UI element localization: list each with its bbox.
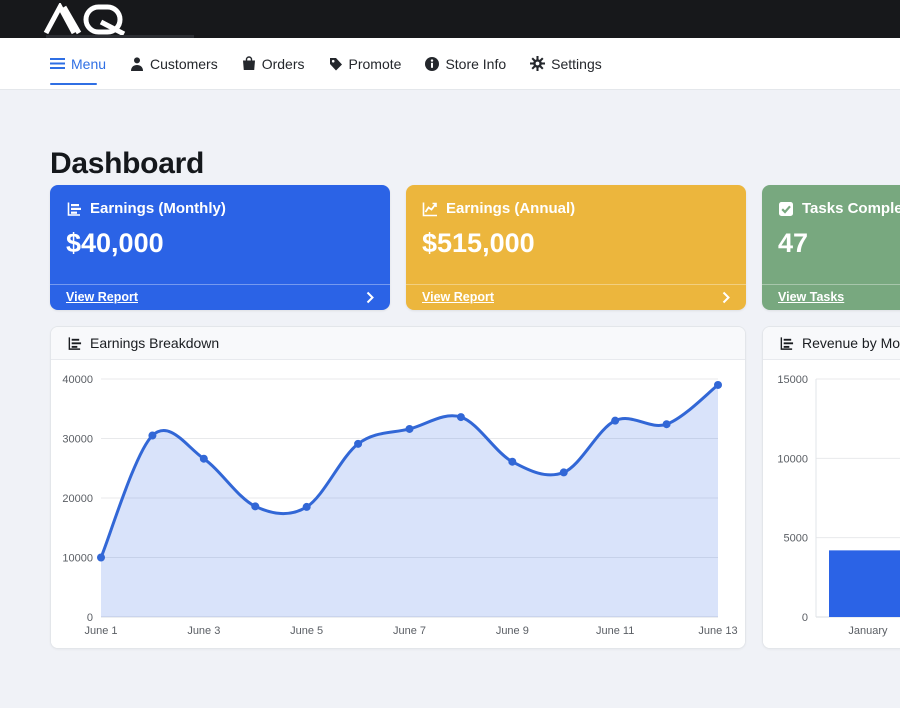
chevron-right-icon[interactable] xyxy=(722,291,730,304)
revenue-by-month-card: Revenue by Month 0 5000 10000 15000 January xyxy=(762,326,900,649)
svg-text:40000: 40000 xyxy=(62,374,93,386)
chart-title: Revenue by Month xyxy=(802,335,900,351)
stat-card-value: $40,000 xyxy=(66,228,164,258)
stat-card-earnings-annual: Earnings (Annual) $515,000 View Report xyxy=(406,185,746,310)
svg-text:5000: 5000 xyxy=(784,533,808,545)
brand-logo-icon[interactable] xyxy=(40,1,140,37)
nav-item-label: Customers xyxy=(150,55,218,72)
svg-text:0: 0 xyxy=(87,612,93,624)
nav-item-label: Orders xyxy=(261,55,305,72)
nav-item-label: Menu xyxy=(71,55,107,72)
stat-card-title: Tasks Completed xyxy=(802,200,900,217)
top-app-bar xyxy=(0,0,900,38)
view-report-link[interactable]: View Report xyxy=(422,290,495,304)
shopping-bag-icon xyxy=(242,56,256,71)
svg-text:June 7: June 7 xyxy=(393,625,426,637)
earnings-breakdown-card: Earnings Breakdown 0 10000 20000 30000 40000… xyxy=(50,326,746,649)
stat-card-value: $515,000 xyxy=(422,228,535,258)
brand-underline xyxy=(46,35,194,38)
svg-text:June 13: June 13 xyxy=(698,625,737,637)
stat-card-footer: View Report xyxy=(406,284,746,310)
nav-item-label: Promote xyxy=(348,55,402,72)
hamburger-icon xyxy=(50,57,65,70)
stat-card-row: Earnings (Monthly) $40,000 View Report E… xyxy=(50,185,900,310)
revenue-bar-chart: 0 5000 10000 15000 January xyxy=(777,374,900,637)
bar-chart-icon xyxy=(67,336,82,351)
check-square-icon xyxy=(778,201,794,217)
earnings-chart-body: 0 10000 20000 30000 40000 June 1 June 3 June 5 J… xyxy=(51,360,745,648)
svg-text:0: 0 xyxy=(802,612,808,624)
nav-item-menu[interactable]: Menu xyxy=(50,56,106,72)
stat-card-title: Earnings (Annual) xyxy=(446,200,576,217)
view-tasks-link[interactable]: View Tasks xyxy=(778,290,845,304)
stat-card-value: 47 xyxy=(778,228,809,258)
info-circle-icon xyxy=(425,56,440,71)
stat-card-earnings-monthly: Earnings (Monthly) $40,000 View Report xyxy=(50,185,390,310)
active-tab-underline xyxy=(50,83,97,85)
main-nav: Menu Customers Orders Promote Store Info xyxy=(0,38,900,90)
person-icon xyxy=(130,56,144,71)
nav-item-promote[interactable]: Promote xyxy=(329,55,402,72)
svg-text:June 9: June 9 xyxy=(496,625,529,637)
gear-icon xyxy=(530,56,546,71)
svg-text:June 5: June 5 xyxy=(290,625,323,637)
stat-card-footer: View Tasks xyxy=(762,284,900,310)
stat-card-footer: View Report xyxy=(50,284,390,310)
stat-card-tasks-completed: Tasks Completed 47 View Tasks xyxy=(762,185,900,310)
earnings-line-chart: 0 10000 20000 30000 40000 June 1 June 3 June 5 J… xyxy=(62,374,737,637)
svg-text:30000: 30000 xyxy=(62,434,93,446)
line-chart-icon xyxy=(422,201,438,217)
nav-item-store-info[interactable]: Store Info xyxy=(425,56,506,72)
chevron-right-icon[interactable] xyxy=(366,291,374,304)
svg-text:June 3: June 3 xyxy=(187,625,220,637)
view-report-link[interactable]: View Report xyxy=(66,290,139,304)
svg-text:10000: 10000 xyxy=(777,453,808,465)
revenue-chart-body: 0 5000 10000 15000 January xyxy=(763,360,900,648)
svg-text:January: January xyxy=(848,625,888,637)
nav-item-label: Store Info xyxy=(445,55,507,72)
chart-card-header: Earnings Breakdown xyxy=(51,327,745,360)
chart-card-header: Revenue by Month xyxy=(763,327,900,360)
main-content: Dashboard Earnings (Monthly) $40,000 Vie… xyxy=(0,147,900,649)
svg-text:10000: 10000 xyxy=(62,553,93,565)
tag-icon xyxy=(329,57,343,71)
nav-item-customers[interactable]: Customers xyxy=(130,56,218,72)
page-title: Dashboard xyxy=(50,147,204,180)
svg-text:June 11: June 11 xyxy=(596,625,634,637)
svg-text:June 1: June 1 xyxy=(84,625,117,637)
stat-card-title: Earnings (Monthly) xyxy=(90,200,226,217)
nav-item-orders[interactable]: Orders xyxy=(242,56,305,72)
chart-title: Earnings Breakdown xyxy=(90,335,220,351)
svg-text:20000: 20000 xyxy=(62,493,93,505)
nav-item-settings[interactable]: Settings xyxy=(530,56,602,72)
bar-chart-icon xyxy=(779,336,794,351)
charts-row: Earnings Breakdown 0 10000 20000 30000 40000… xyxy=(50,326,900,649)
bar-chart-icon xyxy=(66,201,82,217)
nav-item-label: Settings xyxy=(551,55,602,72)
svg-text:15000: 15000 xyxy=(777,374,808,386)
